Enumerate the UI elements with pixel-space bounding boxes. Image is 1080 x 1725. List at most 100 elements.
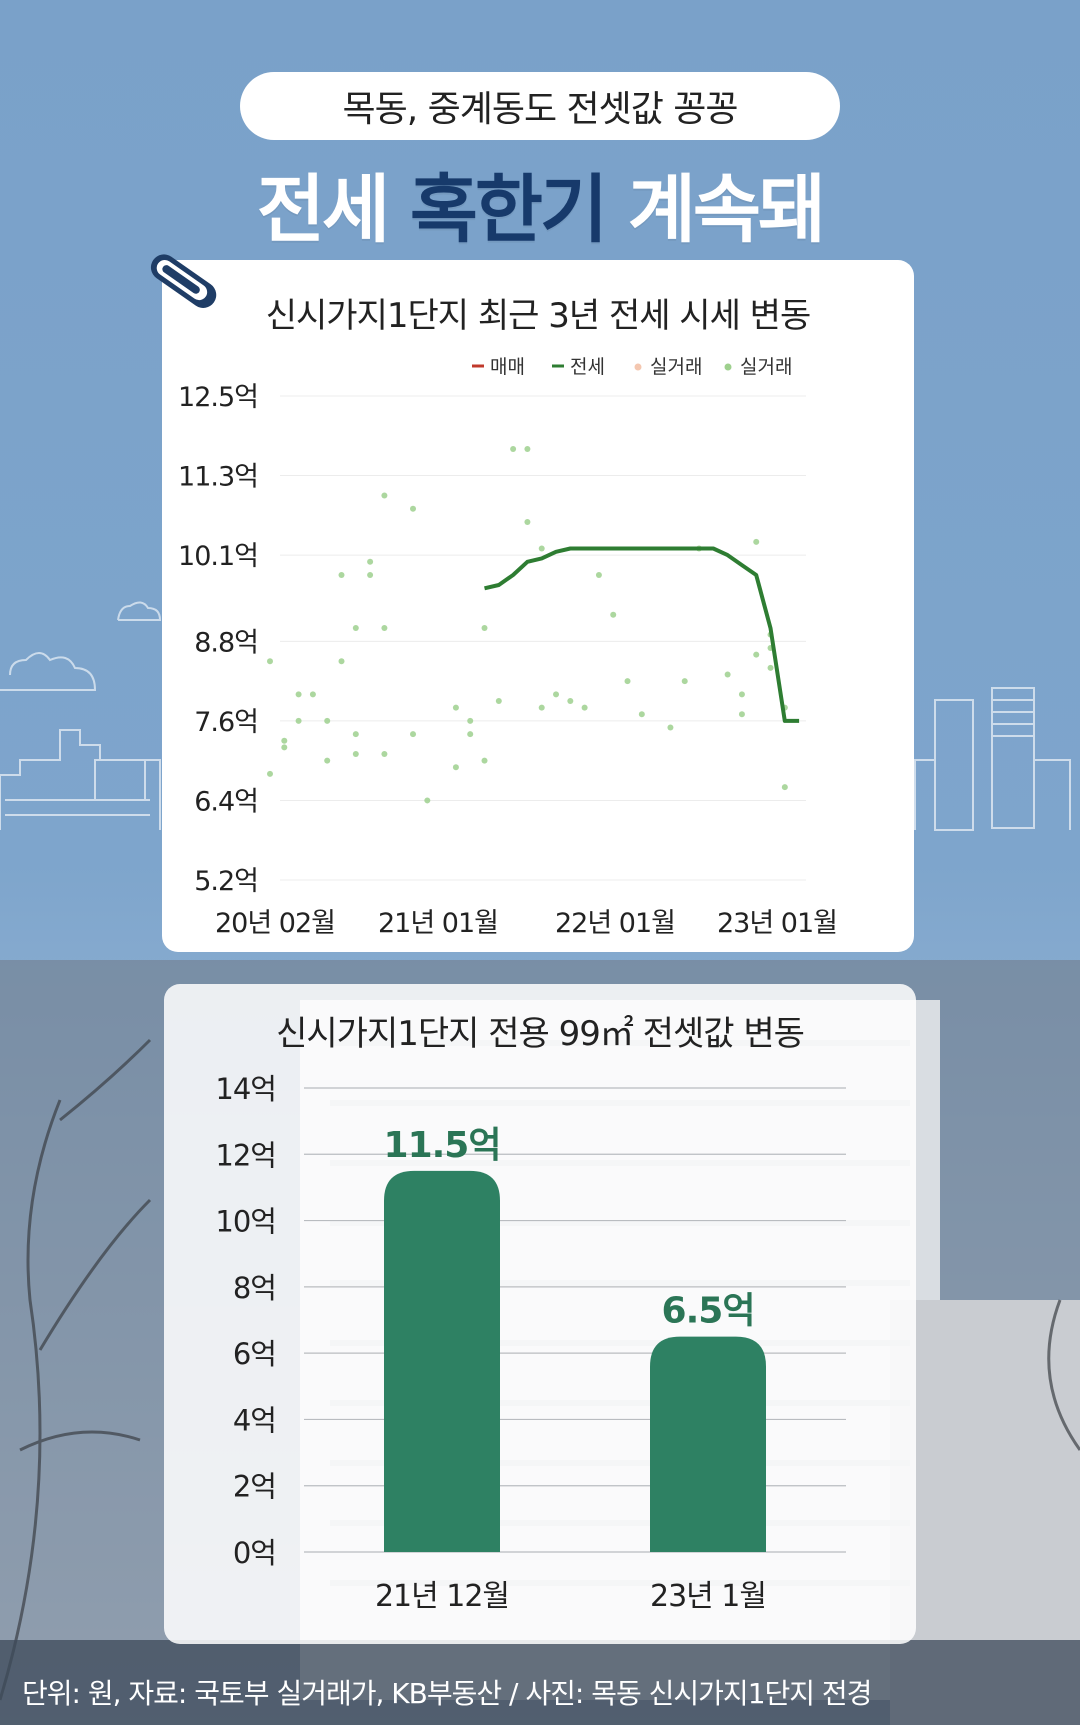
headline-part1: 전세 — [256, 167, 410, 253]
y-tick-label: 6.4억 — [194, 786, 258, 817]
skyline-right — [914, 687, 1071, 831]
line-chart: 매매 전세 실거래 실거래 12.5억 11.3억 10.1억 8.8억 7.6억 6.4억 5.2… — [178, 356, 838, 939]
y-tick-label: 10.1억 — [178, 541, 258, 572]
y-tick-label: 0억 — [233, 1536, 276, 1570]
scatter-point — [510, 446, 517, 453]
source-footnote: 단위: 원, 자료: 국토부 실거래가, KB부동산 / 사진: 목동 신시가지… — [22, 1677, 872, 1710]
scatter-point — [281, 737, 288, 744]
scatter-point — [352, 731, 359, 738]
legend-swatch — [724, 363, 732, 371]
x-tick-label: 20년 02월 — [215, 908, 335, 939]
subtitle-text: 목동, 중계동도 전셋값 꽁꽁 — [342, 89, 738, 130]
scatter-point — [781, 784, 788, 791]
clip-icon — [150, 254, 217, 308]
scatter-point — [738, 711, 745, 718]
scatter-point — [667, 724, 674, 731]
scatter-point — [581, 704, 588, 711]
scatter-point — [281, 744, 288, 751]
scatter-point — [538, 545, 545, 552]
scatter-point — [324, 717, 331, 724]
scatter-point — [295, 691, 302, 698]
scatter-point — [524, 518, 531, 525]
scatter-point — [753, 538, 760, 545]
y-tick-label: 14억 — [215, 1072, 276, 1106]
legend-swatch — [634, 363, 642, 371]
scatter-point — [410, 731, 417, 738]
skyline-left — [0, 729, 161, 830]
scatter-point — [495, 697, 502, 704]
jeonse-line — [484, 546, 800, 723]
scatter-point — [724, 671, 731, 678]
scatter-point — [767, 664, 774, 671]
scatter-point — [738, 691, 745, 698]
scatter-point — [410, 505, 417, 512]
scatter-point — [567, 697, 574, 704]
y-tick-label: 8억 — [233, 1271, 276, 1305]
y-tick-label: 10억 — [215, 1205, 276, 1239]
legend-item: 전세 — [552, 356, 605, 378]
scatter-point — [324, 757, 331, 764]
y-tick-label: 12억 — [215, 1138, 276, 1172]
bar — [650, 1336, 766, 1552]
y-tick-label: 8.8억 — [194, 627, 258, 658]
scatter-point — [624, 678, 631, 685]
scatter-point — [424, 797, 431, 804]
legend-label: 실거래 — [650, 356, 702, 378]
scatter-point — [309, 691, 316, 698]
legend-label: 전세 — [570, 356, 605, 378]
scatter-point — [338, 658, 345, 665]
scatter-point — [381, 492, 388, 499]
scatter-point — [595, 572, 602, 579]
subtitle-pill: 목동, 중계동도 전셋값 꽁꽁 — [240, 72, 840, 140]
bar-value-label: 6.5억 — [662, 1291, 755, 1332]
x-tick-label: 22년 01월 — [555, 908, 675, 939]
scatter-point — [295, 717, 302, 724]
bar-chart: 14억 12억 10억 8억 6억 4억 2억 0억 11.5억 21년 12월 6.5억 23년 1… — [215, 1072, 846, 1614]
headline-part2: 계속돼 — [605, 167, 826, 253]
x-tick-label: 21년 12월 — [375, 1579, 509, 1614]
scatter-point — [267, 658, 273, 665]
y-tick-label: 5.2억 — [194, 866, 258, 897]
bar-chart-card: 신시가지1단지 전용 99㎡ 전셋값 변동 14억 12억 10억 8억 6억 4억 2억 0… — [164, 984, 916, 1644]
y-tick-label: 4억 — [233, 1403, 276, 1437]
scatter-point — [681, 678, 688, 685]
y-tick-label: 11.3억 — [178, 462, 258, 493]
x-tick-label: 21년 01월 — [378, 908, 498, 939]
line-chart-title: 신시가지1단지 최근 3년 전세 시세 변동 — [265, 296, 812, 336]
scatter-point — [367, 558, 374, 565]
scatter-point — [481, 757, 488, 764]
legend-label: 매매 — [490, 356, 525, 378]
bar-value-label: 11.5억 — [384, 1125, 501, 1166]
headline-accent: 혹한기 — [409, 167, 608, 253]
scatter-point — [481, 625, 488, 632]
scatter-point — [352, 625, 359, 632]
bar-chart-title: 신시가지1단지 전용 99㎡ 전셋값 변동 — [276, 1014, 805, 1054]
y-tick-label: 7.6억 — [194, 707, 258, 738]
legend-label: 실거래 — [740, 356, 792, 378]
bar — [384, 1170, 500, 1552]
x-tick-label: 23년 1월 — [650, 1579, 766, 1614]
cloud-icon — [0, 601, 162, 691]
line-chart-card: 신시가지1단지 최근 3년 전세 시세 변동 매매 전세 실거래 실거래 12.5억 11… — [162, 260, 914, 952]
scatter-point — [338, 572, 345, 579]
legend-item: 실거래 — [634, 356, 702, 378]
y-tick-label: 2억 — [233, 1470, 276, 1504]
y-tick-label: 12.5억 — [178, 382, 258, 413]
scatter-point — [638, 711, 645, 718]
scatter-point — [610, 611, 617, 618]
scatter-point — [452, 704, 459, 711]
x-tick-label: 23년 01월 — [717, 908, 837, 939]
scatter-point — [538, 704, 545, 711]
scatter-point — [524, 446, 531, 453]
scatter-point — [753, 651, 760, 658]
legend-item: 매매 — [472, 356, 525, 378]
scatter-point — [381, 625, 388, 632]
scatter-point — [467, 717, 474, 724]
scatter-point — [553, 691, 560, 698]
scatter-point — [267, 770, 273, 777]
page-title: 전세 혹한기 계속돼 — [0, 150, 1080, 257]
y-tick-label: 6억 — [233, 1337, 276, 1371]
scatter-point — [367, 572, 374, 579]
scatter-point — [467, 731, 474, 738]
scatter-point — [352, 751, 359, 758]
